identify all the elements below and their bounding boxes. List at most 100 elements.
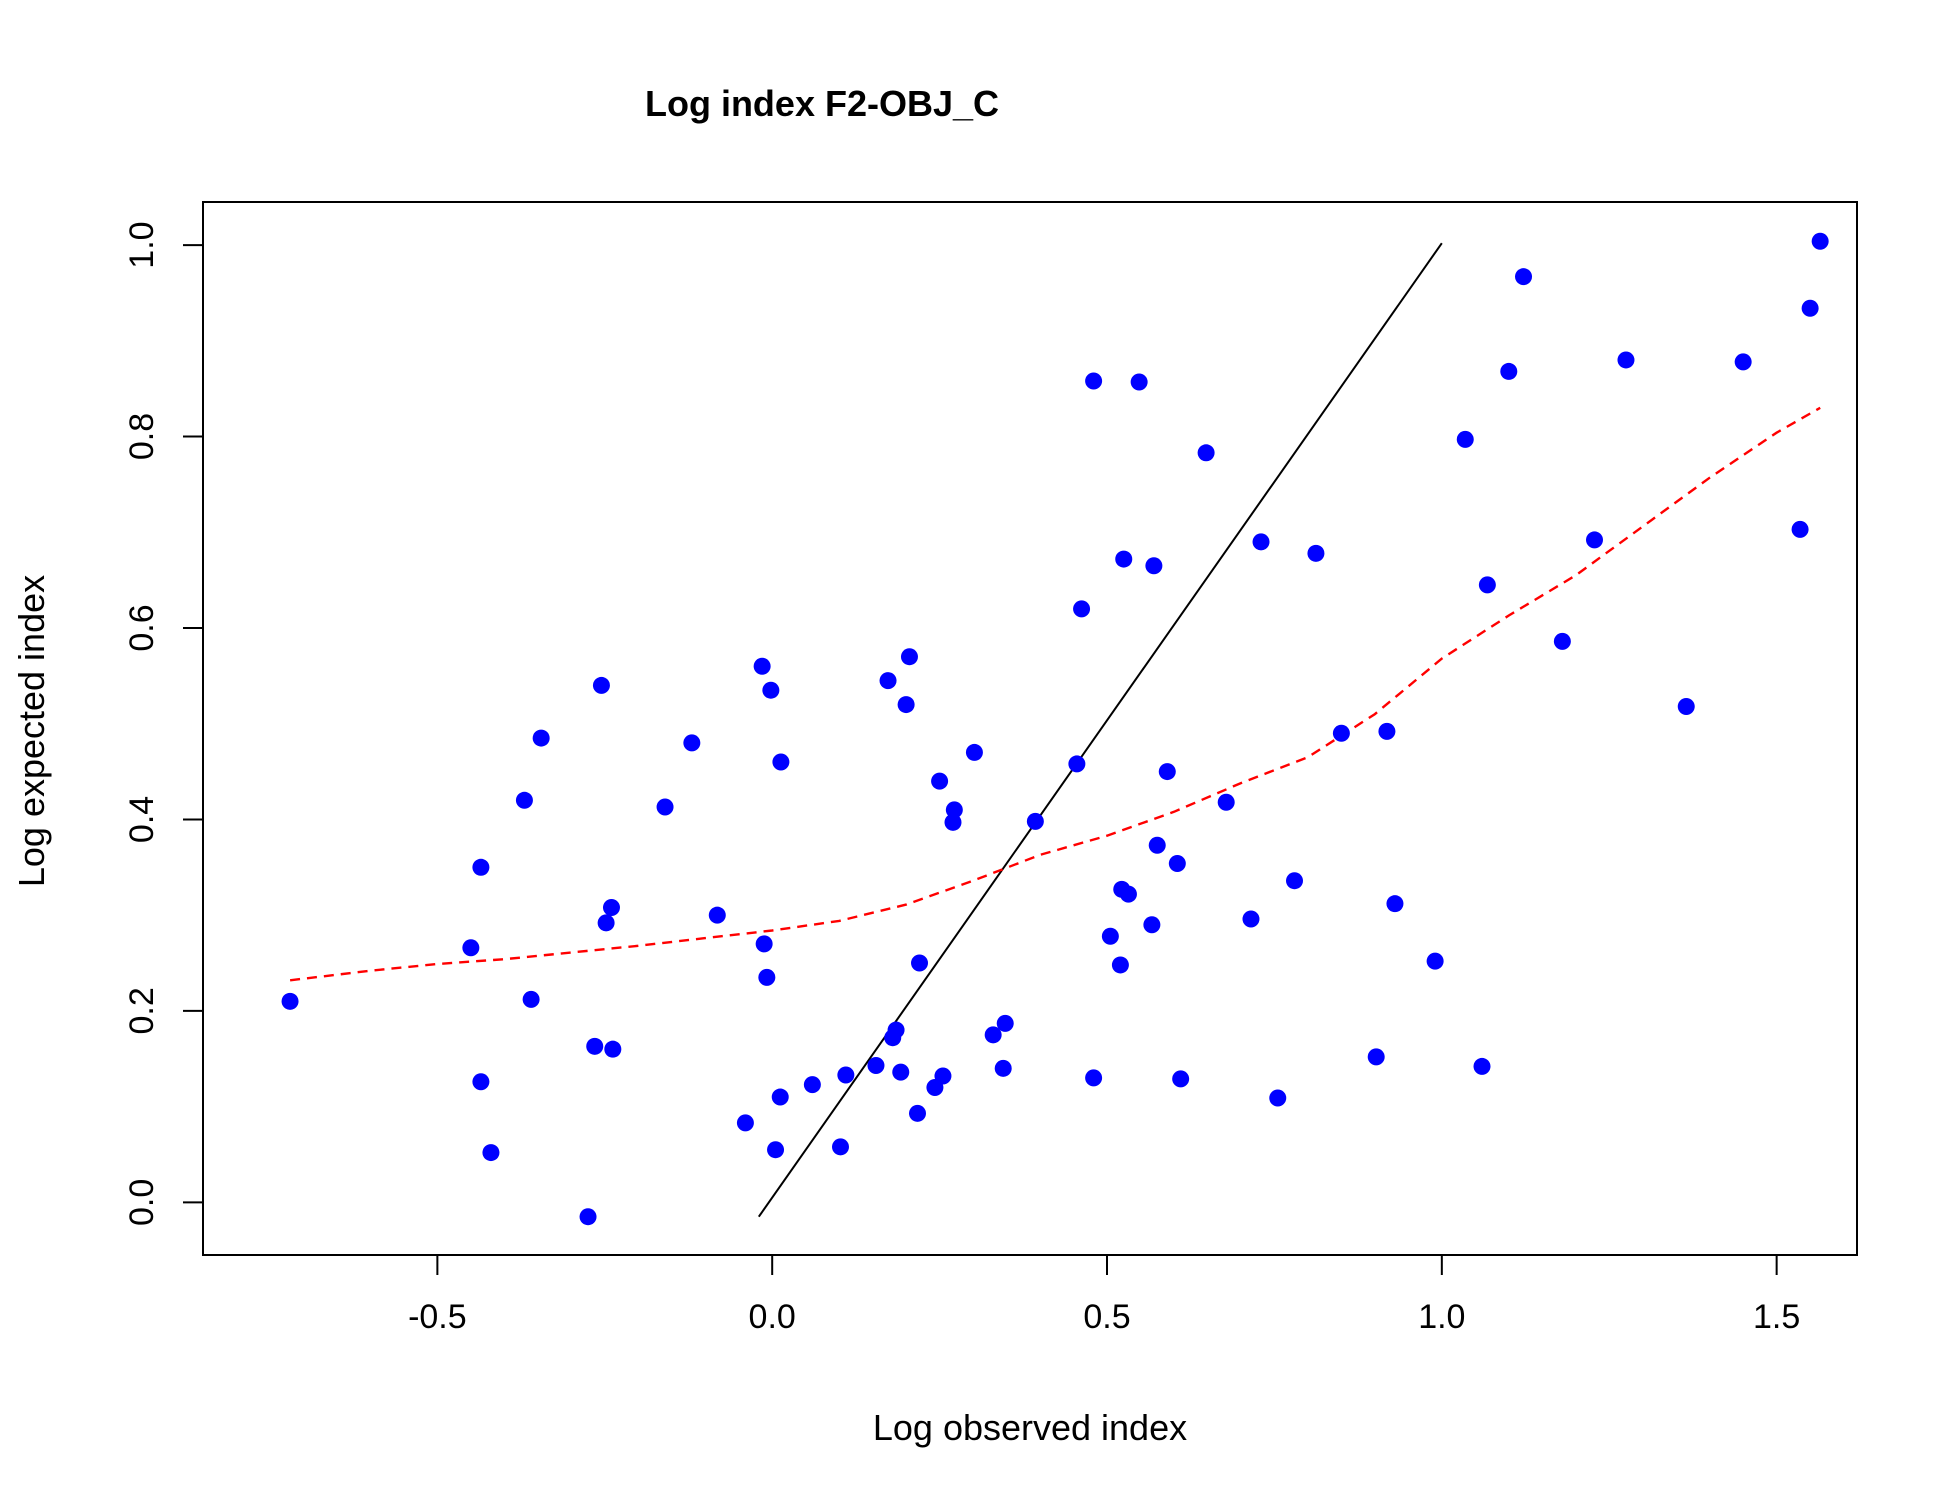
data-point bbox=[944, 813, 962, 831]
data-point bbox=[597, 914, 615, 932]
data-point bbox=[1111, 956, 1129, 974]
x-tick-label: 1.5 bbox=[1753, 1298, 1800, 1336]
data-point bbox=[900, 648, 918, 666]
data-point bbox=[1677, 697, 1695, 715]
data-point bbox=[758, 968, 776, 986]
data-point bbox=[482, 1144, 500, 1162]
data-point bbox=[1158, 763, 1176, 781]
data-point bbox=[1456, 430, 1474, 448]
x-tick-label: -0.5 bbox=[408, 1298, 467, 1336]
data-point bbox=[1811, 232, 1829, 250]
data-point bbox=[762, 681, 780, 699]
data-point bbox=[1130, 373, 1148, 391]
data-point bbox=[1473, 1057, 1491, 1075]
data-point bbox=[736, 1114, 754, 1132]
data-point bbox=[1801, 299, 1819, 317]
y-tick-label: 1.0 bbox=[123, 221, 161, 268]
data-point bbox=[1073, 600, 1091, 618]
data-point bbox=[1085, 1069, 1103, 1087]
data-point bbox=[1148, 836, 1166, 854]
data-point bbox=[897, 696, 915, 714]
data-point bbox=[753, 657, 771, 675]
data-point bbox=[1197, 444, 1215, 462]
data-point bbox=[831, 1138, 849, 1156]
data-point bbox=[656, 798, 674, 816]
data-point bbox=[965, 743, 983, 761]
y-tick-label: 0.8 bbox=[123, 413, 161, 460]
data-point bbox=[1515, 268, 1533, 286]
data-point bbox=[1217, 793, 1235, 811]
data-point bbox=[1269, 1089, 1287, 1107]
y-axis-label: Log expected index bbox=[11, 575, 52, 887]
data-point bbox=[1252, 533, 1270, 551]
data-point bbox=[931, 772, 949, 790]
data-point bbox=[945, 801, 963, 819]
x-tick-label: 1.0 bbox=[1418, 1298, 1465, 1336]
data-point bbox=[604, 1040, 622, 1058]
x-axis-label: Log observed index bbox=[873, 1407, 1187, 1448]
data-point bbox=[909, 1104, 927, 1122]
data-point bbox=[1500, 362, 1518, 380]
data-point bbox=[1068, 755, 1086, 773]
data-point bbox=[1168, 854, 1186, 872]
x-tick-label: 0.5 bbox=[1083, 1298, 1130, 1336]
data-point bbox=[592, 676, 610, 694]
data-point bbox=[1145, 557, 1163, 575]
data-point bbox=[1791, 520, 1809, 538]
data-point bbox=[532, 729, 550, 747]
data-point bbox=[602, 899, 620, 917]
data-point bbox=[1378, 722, 1396, 740]
data-point bbox=[1734, 353, 1752, 371]
data-point bbox=[1115, 550, 1133, 568]
data-point bbox=[1617, 351, 1635, 369]
data-point bbox=[887, 1021, 905, 1039]
data-point bbox=[772, 753, 790, 771]
data-point bbox=[934, 1067, 952, 1085]
data-point bbox=[1101, 927, 1119, 945]
data-point bbox=[472, 858, 490, 876]
identity-line bbox=[757, 242, 1443, 1218]
data-point bbox=[462, 939, 480, 957]
smooth-trend-line bbox=[289, 406, 1821, 982]
x-tick-label: 0.0 bbox=[749, 1298, 796, 1336]
data-point bbox=[683, 734, 701, 752]
data-point bbox=[1085, 372, 1103, 390]
data-point bbox=[708, 906, 726, 924]
data-point bbox=[1367, 1048, 1385, 1066]
plot-frame bbox=[202, 201, 1858, 1256]
y-tick-label: 0.2 bbox=[123, 987, 161, 1034]
data-point bbox=[281, 992, 299, 1010]
data-point bbox=[994, 1059, 1012, 1077]
data-point bbox=[1386, 895, 1404, 913]
data-point bbox=[1286, 872, 1304, 890]
data-point bbox=[472, 1073, 490, 1091]
y-tick-label: 0.0 bbox=[123, 1179, 161, 1226]
data-point bbox=[1242, 910, 1260, 928]
data-point bbox=[1586, 531, 1604, 549]
data-point bbox=[803, 1076, 821, 1094]
data-point bbox=[586, 1037, 604, 1055]
chart-title: Log index F2-OBJ_C bbox=[645, 83, 999, 124]
data-point bbox=[515, 791, 533, 809]
data-point bbox=[1307, 544, 1325, 562]
data-point bbox=[837, 1066, 855, 1084]
data-point bbox=[1426, 952, 1444, 970]
data-point bbox=[771, 1088, 789, 1106]
data-point bbox=[1478, 576, 1496, 594]
data-point bbox=[1143, 916, 1161, 934]
data-point bbox=[767, 1141, 785, 1159]
data-point bbox=[1553, 632, 1571, 650]
data-point bbox=[984, 1026, 1002, 1044]
y-tick-label: 0.4 bbox=[123, 796, 161, 843]
data-point bbox=[522, 990, 540, 1008]
data-point bbox=[892, 1063, 910, 1081]
data-point bbox=[1026, 812, 1044, 830]
data-point bbox=[996, 1014, 1014, 1032]
data-point bbox=[867, 1056, 885, 1074]
data-point bbox=[1332, 724, 1350, 742]
data-point bbox=[1172, 1070, 1190, 1088]
data-point bbox=[879, 672, 897, 690]
data-point bbox=[755, 935, 773, 953]
data-point bbox=[911, 954, 929, 972]
